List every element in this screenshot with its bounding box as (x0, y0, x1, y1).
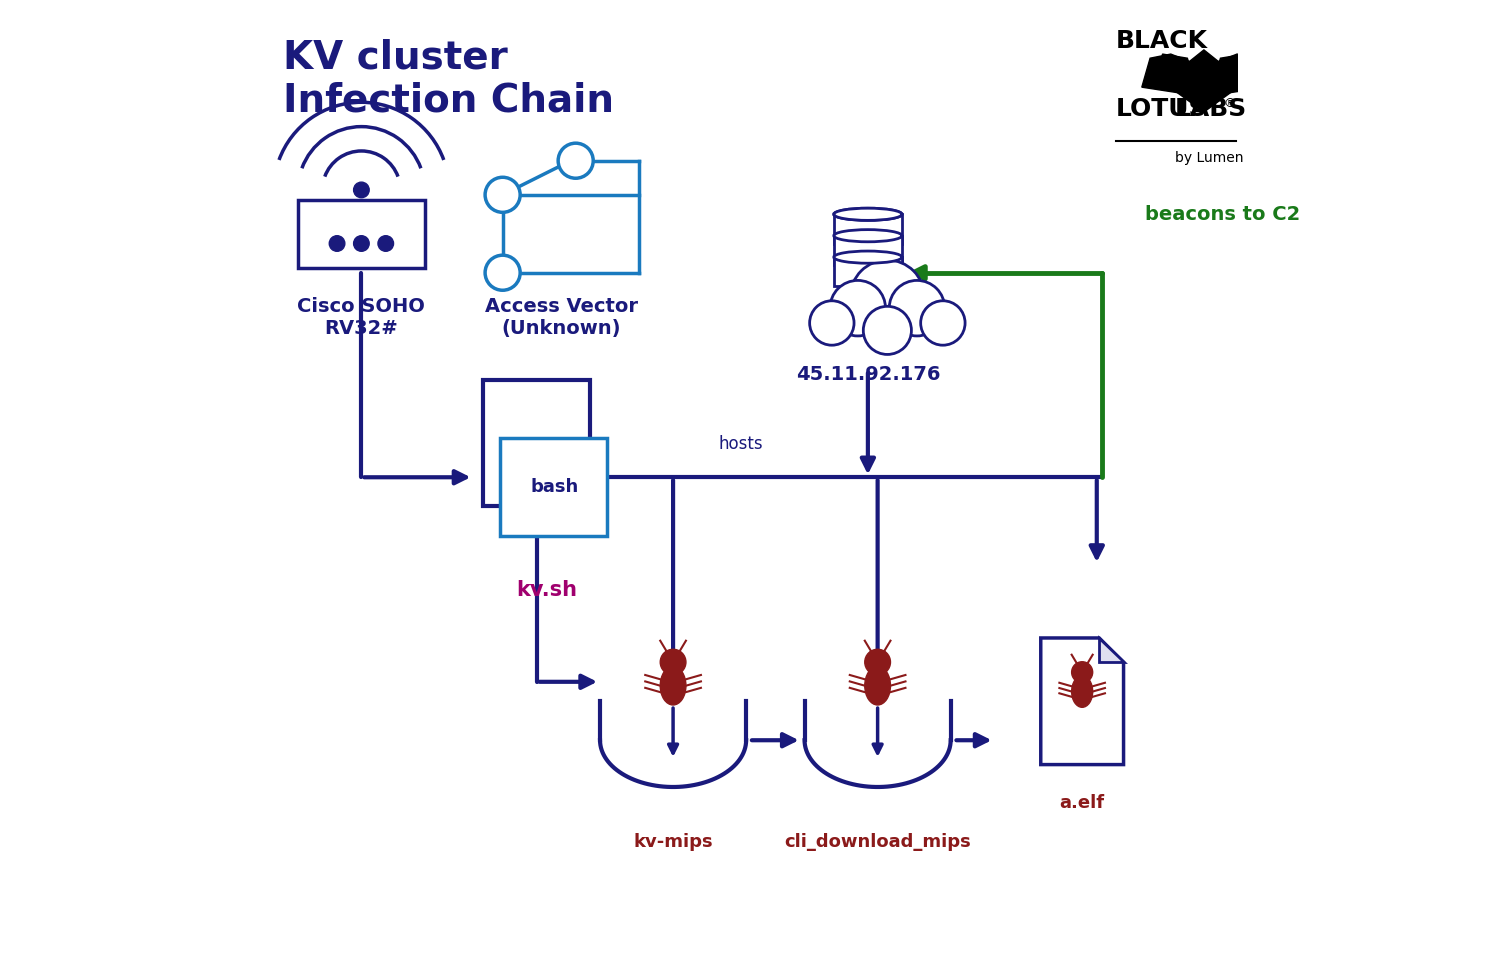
Polygon shape (1041, 638, 1123, 765)
Text: kv.sh: kv.sh (517, 580, 577, 600)
Circle shape (485, 255, 520, 290)
Text: beacons to C2: beacons to C2 (1146, 205, 1301, 224)
Ellipse shape (661, 666, 686, 705)
Text: BLACK: BLACK (1116, 29, 1208, 54)
Text: cli_download_mips: cli_download_mips (784, 833, 970, 850)
Polygon shape (1142, 54, 1196, 95)
FancyBboxPatch shape (834, 236, 903, 265)
Text: ®: ® (1224, 97, 1236, 110)
FancyBboxPatch shape (834, 257, 903, 286)
Circle shape (810, 301, 855, 345)
Polygon shape (1212, 54, 1266, 95)
Ellipse shape (1071, 676, 1092, 707)
Text: 45.11.92.176: 45.11.92.176 (796, 365, 940, 385)
Circle shape (485, 177, 520, 212)
Circle shape (1071, 661, 1092, 683)
Text: by Lumen: by Lumen (1175, 151, 1244, 165)
Circle shape (921, 301, 966, 345)
Circle shape (329, 236, 345, 251)
Ellipse shape (865, 666, 891, 705)
Text: KV cluster
Infection Chain: KV cluster Infection Chain (284, 39, 614, 120)
Circle shape (661, 650, 686, 675)
Circle shape (850, 260, 924, 334)
Polygon shape (1184, 50, 1224, 112)
Circle shape (865, 650, 891, 675)
Text: LABS: LABS (1175, 97, 1247, 122)
Text: bash: bash (530, 478, 578, 496)
Polygon shape (1205, 54, 1250, 112)
FancyBboxPatch shape (297, 200, 425, 268)
Text: kv-mips: kv-mips (634, 833, 713, 850)
Circle shape (353, 182, 369, 198)
Text: Access Vector
(Unknown): Access Vector (Unknown) (485, 297, 637, 338)
Ellipse shape (834, 230, 903, 242)
Circle shape (831, 281, 886, 336)
Ellipse shape (834, 208, 903, 220)
Circle shape (889, 281, 945, 336)
Text: LOTUS: LOTUS (1116, 97, 1208, 122)
Ellipse shape (834, 208, 903, 220)
Ellipse shape (834, 251, 903, 263)
FancyBboxPatch shape (484, 380, 590, 506)
FancyBboxPatch shape (500, 438, 607, 536)
Circle shape (353, 236, 369, 251)
Polygon shape (1158, 54, 1205, 112)
Polygon shape (1099, 638, 1123, 662)
Circle shape (379, 236, 394, 251)
FancyBboxPatch shape (834, 214, 903, 244)
Text: a.elf: a.elf (1059, 794, 1105, 811)
Text: hosts: hosts (719, 435, 763, 453)
Circle shape (864, 306, 912, 355)
Text: Cisco SOHO
RV32#: Cisco SOHO RV32# (297, 297, 425, 338)
Circle shape (559, 143, 593, 178)
